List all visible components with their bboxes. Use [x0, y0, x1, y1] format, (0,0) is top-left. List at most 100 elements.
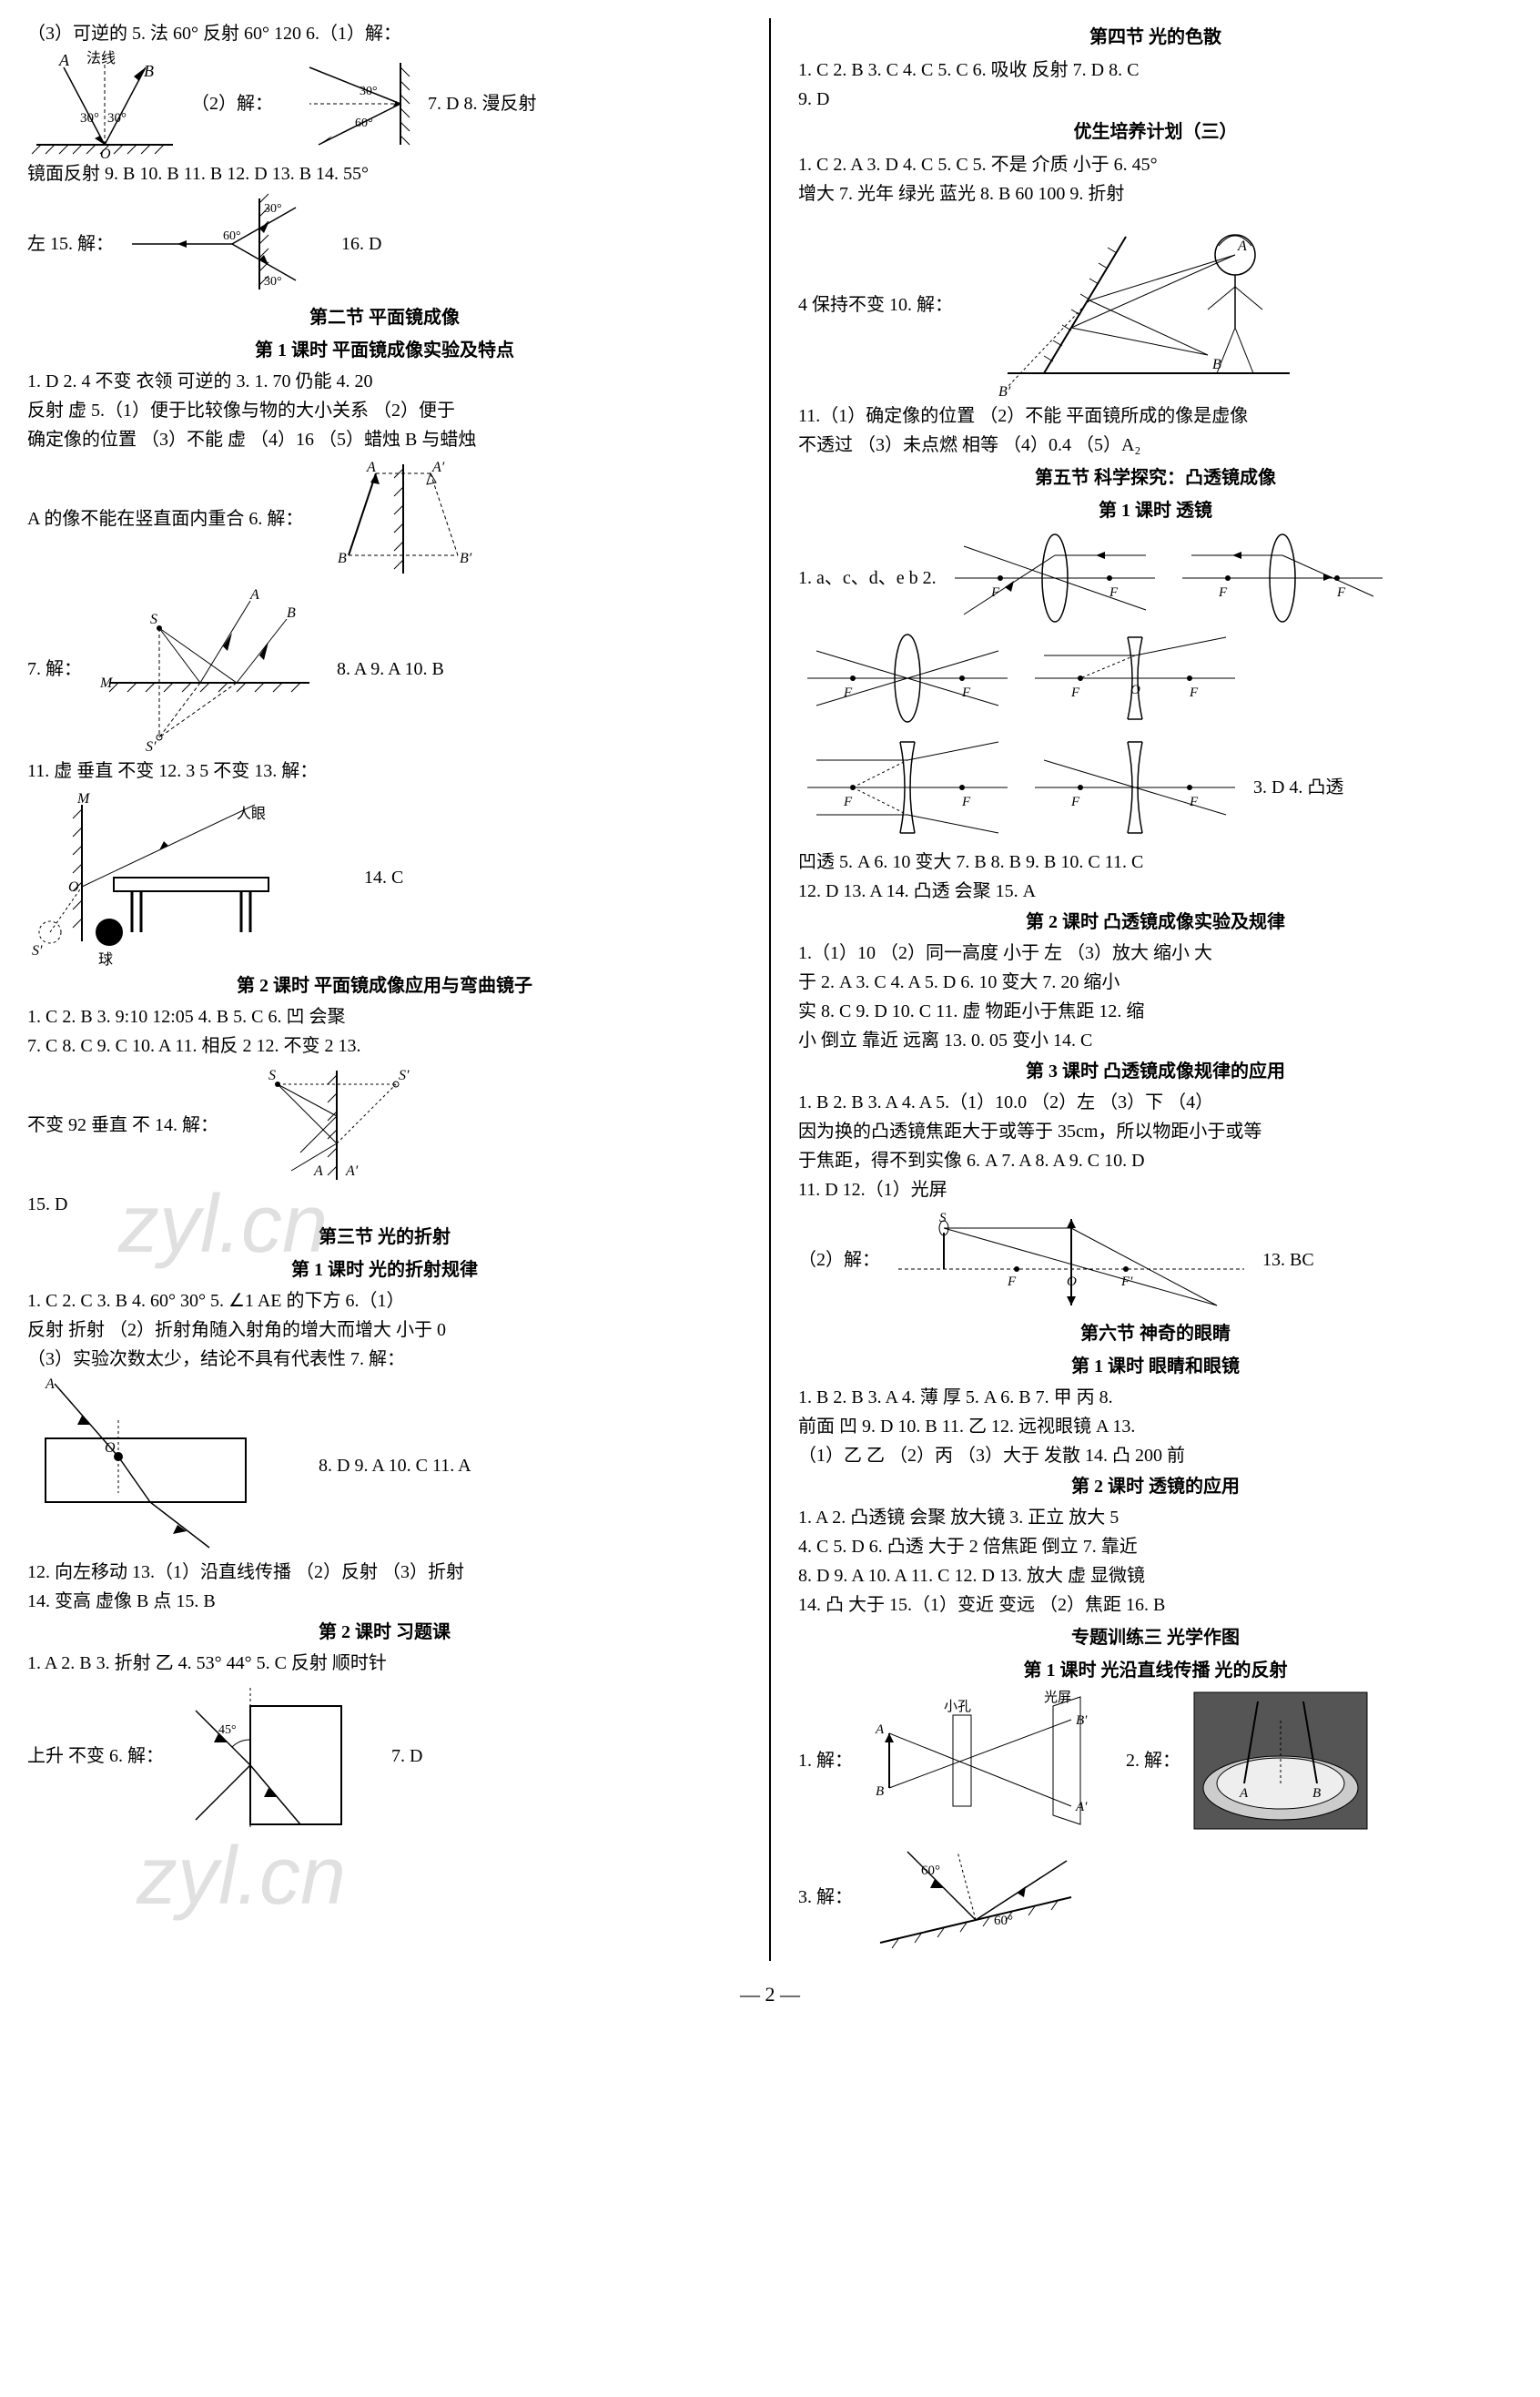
zt-lesson-1-title: 第 1 课时 光沿直线传播 光的反射	[798, 1657, 1513, 1684]
zhuanti-title: 专题训练三 光学作图	[798, 1624, 1513, 1651]
svg-text:B′: B′	[460, 551, 472, 566]
text-line: 1.（1）10 （2）同一高度 小于 左 （3）放大 缩小 大	[798, 940, 1513, 967]
refraction-diagram-7: A O	[27, 1375, 282, 1557]
svg-text:B: B	[144, 62, 154, 80]
text-line: 12. 向左移动 13.（1）沿直线传播 （2）反射 （3）折射	[27, 1559, 742, 1586]
svg-text:A: A	[249, 587, 259, 603]
svg-text:球: 球	[98, 951, 113, 968]
svg-text:30°: 30°	[264, 275, 282, 289]
answer-7d-b: 7. D	[391, 1742, 422, 1770]
text-line: 11. 虚 垂直 不变 12. 3 5 不变 13. 解：	[27, 757, 742, 785]
svg-text:O: O	[105, 1440, 116, 1456]
svg-text:O: O	[1130, 683, 1140, 697]
text-line: 确定像的位置 （3）不能 虚 （4）16 （5）蜡烛 B 与蜡烛	[27, 426, 742, 453]
svg-text:法线: 法线	[86, 50, 116, 66]
text-line: 1. a、c、d、e b 2.	[798, 564, 937, 592]
svg-text:A′: A′	[1075, 1800, 1088, 1814]
svg-text:F: F	[843, 686, 853, 700]
text-line: 左 15. 解：	[27, 230, 114, 258]
svg-text:F: F	[1218, 585, 1228, 600]
svg-text:F: F	[990, 585, 1000, 600]
section-6-title: 第六节 神奇的眼睛	[798, 1320, 1513, 1347]
lens-diagram-2c: F F	[798, 628, 1017, 728]
text-line: 小 倒立 靠近 远离 13. 0. 05 变小 14. C	[798, 1027, 1513, 1054]
svg-text:S′: S′	[399, 1068, 410, 1083]
svg-text:F: F	[1109, 585, 1119, 600]
lesson-6-1-title: 第 1 课时 眼睛和眼镜	[798, 1353, 1513, 1380]
lens-candle-diagram: S F O F′	[889, 1205, 1253, 1315]
text-line: 反射 虚 5.（1）便于比较像与物的大小关系 （2）便于	[27, 397, 742, 424]
svg-text:M: M	[99, 675, 114, 691]
girl-mirror-diagram: A B B′	[962, 209, 1308, 401]
svg-text:60°: 60°	[921, 1864, 940, 1878]
text-line: A 的像不能在竖直面内重合 6. 解：	[27, 505, 303, 533]
text-line: 12. D 13. A 14. 凸透 会聚 15. A	[798, 878, 1513, 905]
reflection-diagram-2: 30° 60°	[282, 54, 419, 154]
section-2-title: 第二节 平面镜成像	[27, 304, 742, 331]
text-line: 凹透 5. A 6. 10 变大 7. B 8. B 9. B 10. C 11…	[798, 848, 1513, 876]
text-line: 1. C 2. A 3. D 4. C 5. C 5. 不是 介质 小于 6. …	[798, 151, 1513, 178]
svg-text:F: F	[1336, 585, 1346, 600]
svg-text:F: F	[1070, 686, 1080, 700]
text-line: 不变 92 垂直 不 14. 解：	[27, 1112, 218, 1139]
svg-text:F: F	[1007, 1275, 1017, 1289]
right-column: 第四节 光的色散 1. C 2. B 3. C 4. C 5. C 6. 吸收 …	[798, 18, 1513, 1961]
lesson-5-1-title: 第 1 课时 透镜	[798, 497, 1513, 524]
page-number: — 2 —	[27, 1979, 1513, 2009]
text-line: 8. D 9. A 10. A 11. C 12. D 13. 放大 虚 显微镜	[798, 1562, 1513, 1590]
svg-text:B: B	[338, 551, 347, 566]
answer-3d-4: 3. D 4. 凸透	[1253, 774, 1343, 801]
mirror-image-diagram-6: A A′ B B′	[312, 455, 503, 583]
svg-text:A: A	[313, 1163, 323, 1179]
svg-text:A: A	[1239, 1786, 1249, 1801]
svg-text:45°: 45°	[218, 1723, 237, 1737]
svg-text:30°: 30°	[107, 111, 127, 126]
answer-2: 2. 解：	[1126, 1747, 1180, 1774]
text-line: 1. D 2. 4 不变 衣领 可逆的 3. 1. 70 仍能 4. 20	[27, 368, 742, 395]
svg-text:60°: 60°	[223, 229, 241, 243]
svg-text:F: F	[1189, 686, 1199, 700]
text-line: 反射 折射 （2）折射角随入射角的增大而增大 小于 0	[27, 1316, 742, 1344]
svg-text:B: B	[876, 1784, 884, 1799]
text-line: 增大 7. 光年 绿光 蓝光 8. B 60 100 9. 折射	[798, 180, 1513, 208]
left-column: （3）可逆的 5. 法 60° 反射 60° 120 6.（1）解：	[27, 18, 742, 1961]
answer-7d-8: 7. D 8. 漫反射	[428, 90, 536, 117]
svg-text:60°: 60°	[994, 1914, 1013, 1928]
svg-text:M: M	[76, 791, 91, 807]
answer-13bc: 13. BC	[1262, 1246, 1314, 1274]
svg-text:B: B	[1212, 357, 1221, 372]
text-line: 于 2. A 3. C 4. A 5. D 6. 10 变大 7. 20 缩小	[798, 969, 1513, 996]
section-5-title: 第五节 科学探究：凸透镜成像	[798, 464, 1513, 492]
text-line: 1. C 2. B 3. 9:10 12:05 4. B 5. C 6. 凹 会…	[27, 1003, 742, 1031]
svg-text:A: A	[875, 1722, 885, 1737]
svg-text:S: S	[268, 1068, 276, 1083]
text-line: 1. A 2. 凸透镜 会聚 放大镜 3. 正立 放大 5	[798, 1504, 1513, 1531]
svg-text:A′: A′	[431, 460, 445, 475]
text-line: 1. B 2. B 3. A 4. A 5.（1）10.0 （2）左 （3）下 …	[798, 1089, 1513, 1116]
svg-text:A: A	[366, 460, 376, 475]
text-line: 1. B 2. B 3. A 4. 薄 厚 5. A 6. B 7. 甲 丙 8…	[798, 1384, 1513, 1411]
svg-text:S: S	[939, 1211, 947, 1225]
svg-text:F: F	[961, 686, 971, 700]
svg-text:S: S	[150, 612, 157, 627]
mirror-diagram-14b: S S′ A A′	[228, 1061, 446, 1189]
svg-text:F: F	[1189, 795, 1199, 809]
text-line: 上升 不变 6. 解：	[27, 1742, 164, 1770]
text-line: 于焦距，得不到实像 6. A 7. A 8. A 9. C 10. D	[798, 1147, 1513, 1174]
text-line: 镜面反射 9. B 10. B 11. B 12. D 13. B 14. 55…	[27, 160, 742, 188]
mirror-diagram-7: S A B M S′	[91, 583, 328, 756]
lesson-6-2-title: 第 2 课时 透镜的应用	[798, 1473, 1513, 1500]
text-line: 前面 凹 9. D 10. B 11. 乙 12. 远视眼镜 A 13.	[798, 1413, 1513, 1440]
lens-diagram-2a: F F	[946, 528, 1164, 628]
svg-text:S′: S′	[146, 739, 157, 755]
text-line: 因为换的凸透镜焦距大于或等于 35cm，所以物距小于或等	[798, 1118, 1513, 1145]
svg-text:30°: 30°	[360, 85, 378, 98]
text-line: 11. D 12.（1）光屏	[798, 1176, 1513, 1204]
reflection-diagram-1: A 法线 B 30° 30° O	[27, 49, 182, 158]
svg-text:B: B	[1312, 1786, 1321, 1801]
svg-text:人眼: 人眼	[237, 806, 266, 822]
svg-text:F′: F′	[1120, 1275, 1133, 1289]
billiard-diagram-14: M O S′ 球 人眼	[27, 787, 319, 969]
text-line: 7. C 8. C 9. C 10. A 11. 相反 2 12. 不变 2 1…	[27, 1032, 742, 1060]
text-line: 14. 凸 大于 15.（1）变近 变远 （2）焦距 16. B	[798, 1591, 1513, 1619]
